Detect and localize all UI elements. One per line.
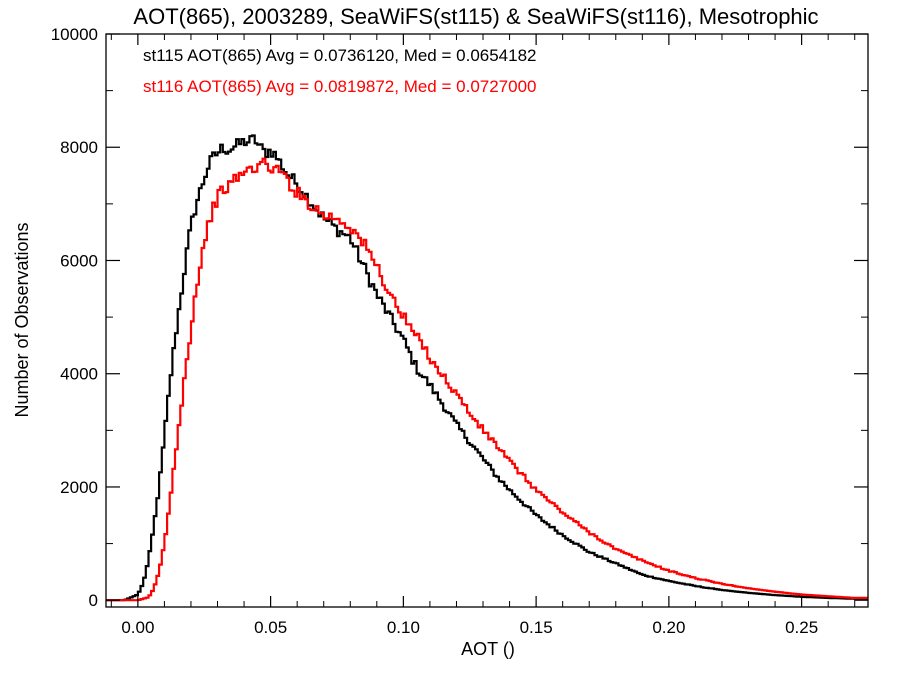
y-axis-title: Number of Observations: [12, 222, 32, 417]
plot-frame: [105, 33, 869, 608]
y-tick-label: 10000: [51, 25, 98, 44]
x-tick-label: 0.20: [652, 618, 685, 637]
y-tick-label: 0: [89, 591, 98, 610]
x-tick-label: 0.05: [254, 618, 287, 637]
x-tick-label: 0.25: [785, 618, 818, 637]
y-tick-label: 6000: [60, 251, 98, 270]
x-tick-label: 0.10: [387, 618, 420, 637]
x-axis-title: AOT (): [461, 639, 515, 659]
series-line-1: [106, 157, 868, 602]
series-line-0: [106, 134, 868, 602]
x-tick-label: 0.15: [520, 618, 553, 637]
plot-area: 0.00 0.05 0.10 0.15 0.20 0.25 0 2000 4000 6000 800…: [51, 25, 869, 637]
y-tick-label: 4000: [60, 365, 98, 384]
x-tick-label: 0.00: [121, 618, 154, 637]
annotation-st116: st116 AOT(865) Avg = 0.0819872, Med = 0.…: [143, 77, 537, 96]
chart-title: AOT(865), 2003289, SeaWiFS(st115) & SeaW…: [133, 4, 818, 29]
y-tick-label: 8000: [60, 138, 98, 157]
annotation-st115: st115 AOT(865) Avg = 0.0736120, Med = 0.…: [143, 46, 537, 65]
y-tick-label: 2000: [60, 478, 98, 497]
